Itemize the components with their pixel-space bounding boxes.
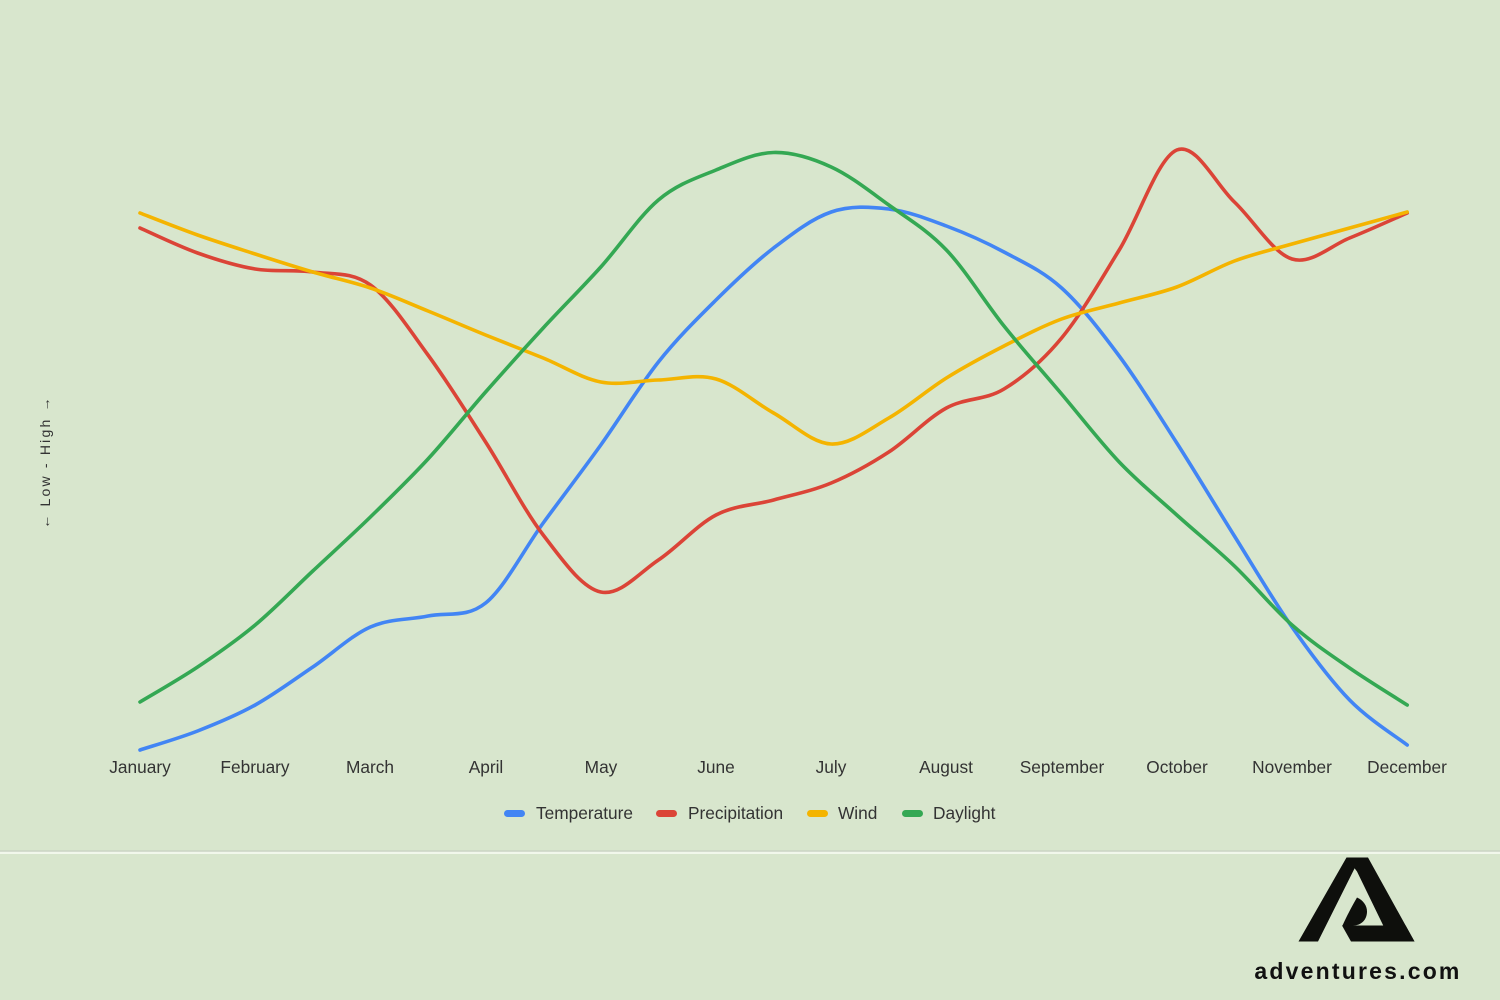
svg-text:August: August [919,757,973,777]
svg-text:April: April [469,757,504,777]
svg-text:Temperature: Temperature [536,803,633,823]
svg-text:adventures.com: adventures.com [1254,958,1461,984]
svg-text:← Low - High →: ← Low - High → [37,395,53,529]
svg-text:November: November [1252,757,1332,777]
svg-text:Daylight: Daylight [933,803,996,823]
svg-text:December: December [1367,757,1447,777]
svg-text:January: January [109,757,171,777]
svg-text:Wind: Wind [838,803,877,823]
svg-text:July: July [816,757,847,777]
svg-text:May: May [585,757,618,777]
svg-text:Precipitation: Precipitation [688,803,783,823]
svg-text:June: June [697,757,734,777]
svg-text:March: March [346,757,394,777]
svg-text:October: October [1146,757,1208,777]
svg-text:February: February [220,757,290,777]
svg-text:September: September [1020,757,1105,777]
